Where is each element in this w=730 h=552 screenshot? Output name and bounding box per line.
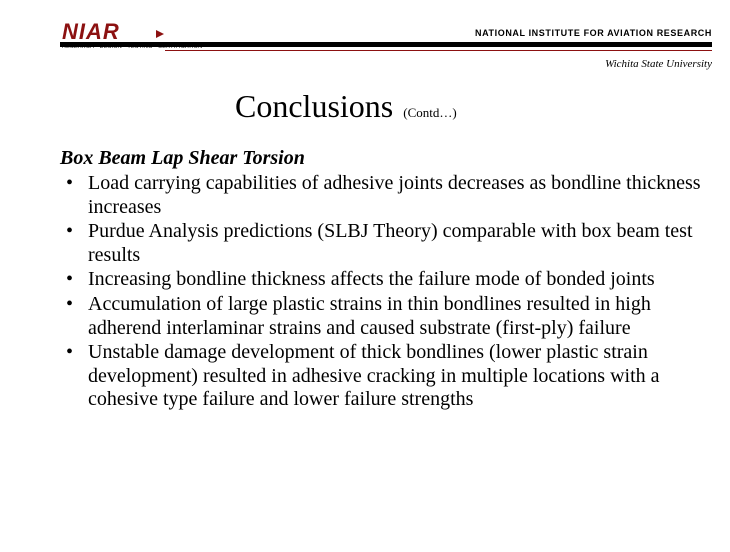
list-item: Purdue Analysis predictions (SLBJ Theory… <box>60 220 708 267</box>
header-rule-thin <box>165 50 712 51</box>
list-item: Increasing bondline thickness affects th… <box>60 268 708 292</box>
list-item: Load carrying capabilities of adhesive j… <box>60 172 708 219</box>
slide-content: Box Beam Lap Shear Torsion Load carrying… <box>60 147 708 412</box>
logo-text: NIAR <box>62 22 162 42</box>
slide-title: Conclusions <box>235 88 393 124</box>
slide-title-row: Conclusions (Contd…) <box>235 88 730 125</box>
institute-name: NATIONAL INSTITUTE FOR AVIATION RESEARCH <box>475 28 712 38</box>
slide-header: NIAR RESEARCH · DESIGN · TESTING · CERTI… <box>0 0 730 70</box>
slide-title-suffix: (Contd…) <box>403 105 456 120</box>
bullet-list: Load carrying capabilities of adhesive j… <box>60 172 708 412</box>
list-item: Unstable damage development of thick bon… <box>60 341 708 412</box>
logo-arrow-icon <box>156 30 164 38</box>
header-rule-thick <box>60 42 712 47</box>
section-heading: Box Beam Lap Shear Torsion <box>60 147 708 170</box>
niar-logo: NIAR RESEARCH · DESIGN · TESTING · CERTI… <box>62 22 162 58</box>
list-item: Accumulation of large plastic strains in… <box>60 293 708 340</box>
university-name: Wichita State University <box>605 58 712 70</box>
